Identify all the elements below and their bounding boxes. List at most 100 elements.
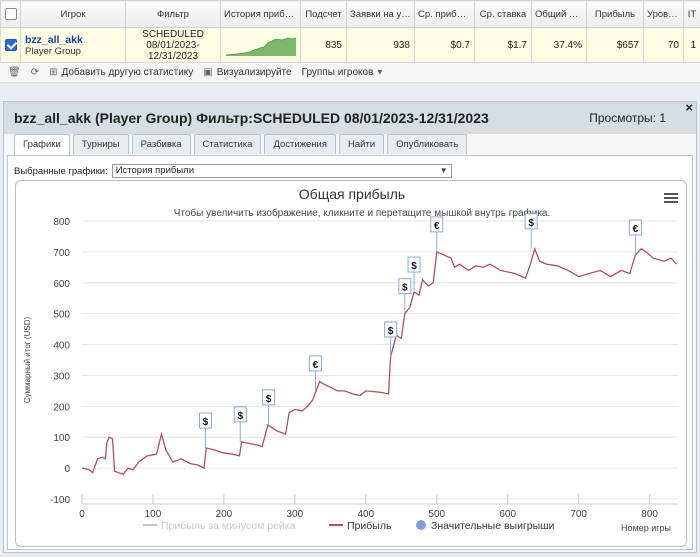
x-tick-label: 0 [79, 509, 85, 520]
big-win-label: $ [411, 261, 417, 272]
cell-profit: $657 [586, 27, 644, 63]
big-win-marker [407, 256, 421, 273]
big-win-marker [398, 278, 412, 295]
col-header-it[interactable]: IT [683, 0, 700, 28]
x-tick-label: 400 [357, 509, 374, 520]
big-win-marker [628, 219, 642, 236]
y-tick-label: -100 [50, 495, 70, 506]
chart-title: Общая прибыль [299, 186, 405, 202]
tab-publish[interactable]: Опубликовать [387, 134, 468, 154]
big-win-marker [308, 355, 322, 372]
big-win-label: $ [528, 218, 534, 229]
legend-rake-label: Прибыль за минусом рейка [161, 520, 296, 532]
big-win-marker [430, 216, 444, 233]
big-win-label: $ [203, 417, 209, 428]
chevron-down-icon: ▾ [377, 67, 383, 78]
big-win-marker [262, 389, 276, 406]
profit-chart[interactable]: Общая прибыль Чтобы увеличить изображение… [15, 180, 687, 547]
profit-series-line [81, 246, 678, 476]
report-tabs: Графики Турниры Разбивка Статистика Дост… [14, 134, 468, 155]
chart-subtitle: Чтобы увеличить изображение, кликните и … [174, 207, 551, 219]
y-tick-label: 700 [53, 248, 70, 259]
select-all-checkbox[interactable] [4, 8, 17, 20]
table-row[interactable]: bzz_all_akk Player Group SCHEDULED 08/01… [0, 27, 700, 63]
profit-sparkline[interactable] [225, 34, 296, 56]
cell-entries: 938 [346, 27, 415, 63]
tab-charts[interactable]: Графики [14, 134, 70, 155]
views-count: Просмотры: 1 [589, 111, 666, 125]
big-win-label: $ [402, 283, 408, 294]
big-win-label: € [313, 360, 319, 371]
col-header-count[interactable]: Подсчет [300, 0, 347, 28]
x-tick-label: 100 [145, 509, 162, 520]
tab-achievements[interactable]: Достижения [264, 134, 337, 154]
tab-find[interactable]: Найти [339, 134, 385, 154]
big-win-marker [524, 213, 538, 230]
y-tick-label: 800 [53, 217, 70, 228]
tab-tournaments[interactable]: Турниры [72, 134, 129, 154]
x-tick-label: 300 [287, 509, 304, 520]
chart-menu-icon[interactable] [664, 191, 678, 205]
chart-select[interactable]: История прибыли ▼ [111, 164, 452, 178]
add-columns-icon: ⊞ [49, 67, 58, 78]
cell-roi: 37.4% [531, 27, 587, 63]
visualize-label: Визуализируйте [216, 67, 292, 78]
col-header-profit[interactable]: Прибыль [586, 0, 644, 28]
y-axis-label: Суммарный итог (USD) [23, 317, 32, 404]
col-header-filter[interactable]: Фильтр [125, 0, 221, 28]
col-header-roi[interactable]: Общий ROI [531, 0, 587, 28]
x-tick-label: 700 [570, 509, 587, 520]
chart-select-value: История прибыли [115, 165, 195, 176]
col-header-profit-history[interactable]: История прибыли [220, 0, 301, 28]
y-tick-label: 500 [53, 310, 70, 321]
tab-breakdown[interactable]: Разбивка [131, 134, 191, 154]
col-header-entries[interactable]: Заявки на участие [346, 0, 415, 28]
col-header-avg-profit[interactable]: Ср. прибыль [414, 0, 475, 28]
player-type: Player Group [25, 45, 81, 57]
big-win-label: $ [388, 326, 394, 337]
filter-line-3: 12/31/2023 [147, 50, 199, 62]
player-groups-dropdown[interactable]: Группы игроков ▾ [302, 67, 383, 78]
x-tick-label: 200 [216, 509, 233, 520]
table-header-row: Игрок Фильтр История прибыли Подсчет Зая… [0, 0, 700, 28]
big-win-label: € [633, 224, 639, 235]
big-win-marker [384, 321, 398, 338]
y-tick-label: 0 [64, 464, 70, 475]
select-all-header[interactable] [0, 0, 21, 28]
add-stats-label: Добавить другую статистику [61, 67, 194, 78]
y-tick-label: 200 [53, 402, 70, 413]
y-tick-label: 600 [53, 279, 70, 290]
tab-statistics[interactable]: Статистика [193, 134, 262, 154]
row-checkbox[interactable] [5, 39, 17, 51]
player-groups-label: Группы игроков [301, 67, 374, 78]
player-name-link[interactable]: bzz_all_akk [25, 33, 83, 46]
legend-profit-label: Прибыль [347, 520, 392, 532]
image-icon: ▣ [203, 67, 213, 78]
col-header-player[interactable]: Игрок [20, 0, 126, 28]
x-tick-label: 800 [641, 509, 658, 520]
add-stats-button[interactable]: ⊞ Добавить другую статистику [49, 67, 193, 78]
panel-header: bzz_all_akk (Player Group) Фильтр:SCHEDU… [4, 100, 696, 134]
y-tick-label: 400 [53, 341, 70, 352]
panel-title: bzz_all_akk (Player Group) Фильтр:SCHEDU… [14, 110, 489, 126]
col-header-avg-stake[interactable]: Ср. ставка [474, 0, 532, 28]
col-header-level[interactable]: Уровень [643, 0, 684, 28]
close-icon[interactable]: × [685, 100, 693, 115]
trash-icon[interactable]: 🗑 [8, 67, 21, 78]
refresh-icon[interactable]: ⟳ [30, 67, 40, 78]
x-tick-label: 600 [499, 509, 516, 520]
big-win-label: $ [237, 411, 243, 422]
x-axis-label: Номер игры [621, 523, 671, 533]
y-tick-label: 300 [53, 371, 70, 382]
table-toolbar: 🗑 ⟳ ⊞ Добавить другую статистику ▣ Визуа… [0, 63, 700, 83]
chevron-down-icon: ▼ [439, 166, 448, 175]
filter-line-1: SCHEDULED [142, 28, 204, 40]
cell-it: 1 [683, 27, 700, 63]
y-tick-label: 100 [53, 433, 70, 444]
visualize-button[interactable]: ▣ Визуализируйте [203, 67, 291, 78]
stats-table: Игрок Фильтр История прибыли Подсчет Зая… [0, 0, 700, 63]
tab-content: Выбранные графики: История прибыли ▼ Общ… [7, 155, 693, 550]
chart-select-label: Выбранные графики: [14, 165, 108, 177]
big-win-marker [198, 412, 212, 429]
chart-canvas[interactable]: Общая прибыль Чтобы увеличить изображение… [16, 181, 687, 547]
